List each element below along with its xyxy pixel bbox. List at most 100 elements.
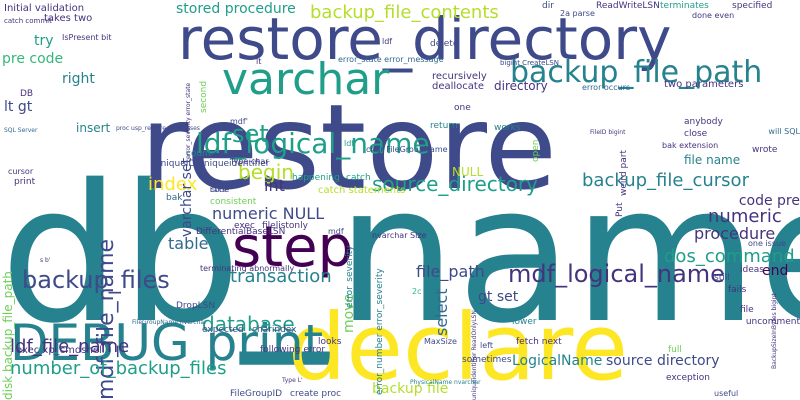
cloud-word-mdf: mdf (328, 227, 344, 236)
cloud-word-physicalname-nvarchar: PhysicalName nvarchar (410, 379, 481, 386)
cloud-word-expected: expected (202, 325, 244, 335)
cloud-word-insert: insert (76, 121, 111, 135)
cloud-word-fileid-bigint: FileID bigint (590, 129, 626, 136)
cloud-word-ispresent-bit: IsPresent bit (62, 33, 112, 42)
cloud-word-second: second (199, 81, 209, 114)
cloud-word-index: index (148, 174, 198, 195)
cloud-word-code: code (210, 185, 230, 194)
cloud-word-left: left (480, 341, 493, 350)
cloud-word-exec-xp-cmdshell: exec xp_cmdshell (16, 345, 105, 356)
cloud-word-dos-command: dos_command (664, 246, 795, 267)
cloud-word-lt: lt (256, 57, 262, 66)
cloud-word-create-proc: create proc (290, 389, 342, 399)
cloud-word-catch: catch (346, 173, 371, 183)
cloud-word-transaction: transaction (230, 266, 332, 287)
cloud-word-error-occurs: error occurs (582, 83, 631, 92)
cloud-word-int: int (264, 176, 285, 195)
cloud-word-database: database (202, 312, 295, 336)
cloud-word-dir: dir (542, 1, 554, 11)
cloud-word-done-even: done even (692, 11, 735, 20)
cloud-word-bak-extension: bak extension (662, 141, 719, 150)
cloud-word-put: Put (615, 202, 625, 217)
cloud-word-ldf-logical-name: ldf_logical_name (196, 127, 430, 160)
cloud-word-restore-directory: restore_directory (178, 5, 672, 73)
cloud-word-catch-statements: catch statements (318, 185, 406, 196)
cloud-word-select: select (432, 287, 451, 336)
cloud-word-set: set (232, 120, 269, 148)
cloud-word-nvarchar-size: nvarchar Size (372, 231, 427, 240)
cloud-word-db: DB (20, 89, 34, 99)
cloud-word-declare: declare (288, 294, 628, 400)
cloud-word-file-path: file_path (416, 262, 485, 281)
cloud-word-lower: lower (512, 317, 537, 327)
cloud-word-anybody: anybody (684, 117, 723, 127)
cloud-word-delete: delete (430, 39, 459, 49)
cloud-word-uniqueidentifier-readonlylsn: uniqueidentifier ReadOnlyLSN (471, 310, 478, 400)
cloud-word-exec: exec (234, 221, 255, 231)
cloud-word-bak: bak (166, 193, 183, 203)
cloud-word-terminates: terminates (660, 1, 709, 11)
cloud-word-charindex: charindex (252, 325, 297, 335)
cloud-word-error-number-error-severity: error_number error_severity (375, 267, 385, 395)
cloud-word-file: file (740, 305, 754, 315)
cloud-word-specified: specified (732, 1, 773, 11)
cloud-word-2c: 2c (412, 287, 422, 296)
cloud-word-debug-print: DEBUG print (10, 314, 324, 372)
cloud-word-code-pre: code pre (738, 193, 800, 209)
cloud-word-takes-two: takes two (44, 13, 93, 24)
cloud-word-works: works (494, 123, 521, 133)
cloud-word-differentialbaselsn: DifferentialBaseLSN (196, 227, 286, 237)
cloud-word-db-name: db_name (0, 144, 800, 365)
cloud-word-return: return (430, 121, 458, 131)
cloud-word-catch-commit: catch commit (4, 17, 52, 25)
cloud-word-backup-file: backup file (372, 381, 449, 397)
cloud-word-numeric-null: numeric NULL (212, 204, 325, 223)
cloud-word-restore: restore (140, 78, 557, 216)
cloud-word-procedure: procedure (694, 224, 776, 243)
cloud-word-number-of-backup-files: number_of_backup_files (10, 358, 227, 379)
cloud-word-filegroupid: FileGroupID (230, 389, 283, 399)
cloud-word-one: one (454, 103, 471, 113)
cloud-word-open: open (531, 139, 541, 163)
cloud-word-fetch-next: fetch next (516, 337, 562, 347)
cloud-word-logicalname: LogicalName (512, 353, 603, 369)
cloud-word-full: full (668, 345, 682, 355)
cloud-word-backup-files: backup_files (22, 266, 170, 294)
cloud-word-close: close (684, 129, 708, 139)
cloud-word-consistent: consistent (210, 197, 257, 207)
cloud-word-2a-parse: 2a parse (560, 9, 595, 18)
cloud-word-will-sql: will SQL (768, 127, 800, 136)
cloud-word-numeric: numeric (708, 206, 782, 227)
cloud-word-s-b: s b' (40, 257, 51, 264)
cloud-word-droplsn: DropLSN (176, 301, 216, 311)
cloud-word-count: count (186, 149, 212, 159)
cloud-word-try: try (34, 33, 54, 49)
cloud-word-mdf: mdf' (230, 117, 248, 126)
cloud-word-varchar: varchar (222, 54, 390, 105)
cloud-word-cursor: cursor (8, 167, 34, 176)
cloud-word-looks: looks (318, 337, 342, 347)
cloud-word-mdf-logical-name: mdf_logical_name (508, 260, 725, 288)
cloud-word-gt-set: gt set (478, 289, 519, 305)
cloud-word-still: still (714, 273, 730, 283)
cloud-word-sometimes: sometimes (462, 355, 512, 365)
cloud-word-char-filegroupname: char FileGroupName (366, 145, 448, 154)
cloud-word-recursively: recursively (432, 71, 487, 82)
cloud-word-stored-procedure: stored procedure (176, 1, 296, 17)
cloud-word-source-directory: source_directory (372, 172, 538, 196)
cloud-word-following-error: following error (260, 345, 326, 355)
cloud-word-wrote: wrote (752, 145, 778, 155)
cloud-word-sql-server: SQL Server (4, 127, 38, 134)
cloud-word-print: print (14, 177, 36, 187)
cloud-word-type-char: Type char (230, 157, 269, 166)
cloud-word-right: right (62, 71, 95, 87)
cloud-word-maxsize: MaxSize (424, 337, 457, 346)
cloud-word-backupsizeinbytes-bigint: BackupSizeInBytes bigint (771, 293, 778, 370)
cloud-word-source-directory: source directory (606, 353, 720, 369)
cloud-word-fails: fails (728, 285, 747, 295)
cloud-word-null: NULL (452, 165, 484, 179)
cloud-word-disk-backup-file-path: disk backup_file_path (1, 271, 15, 400)
cloud-word-begin: begin (238, 160, 294, 184)
cloud-word-deallocate: deallocate (432, 81, 485, 92)
